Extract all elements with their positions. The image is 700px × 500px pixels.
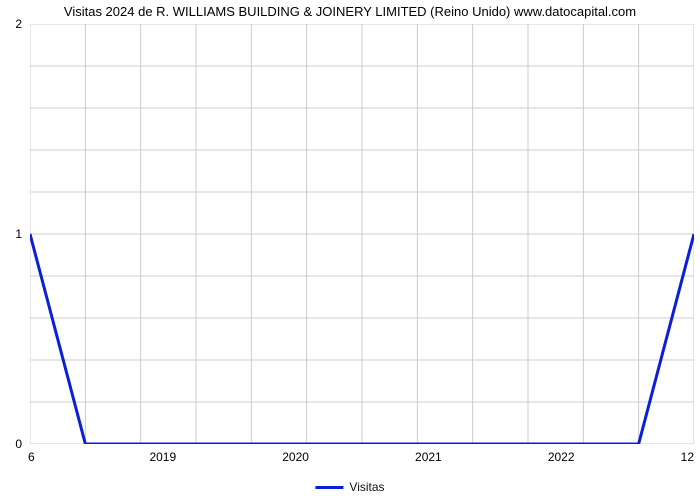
y-tick-label: 1 [15,227,22,241]
x-tick-label: 2022 [548,450,575,464]
x-tick-label: 2021 [415,450,442,464]
x-tick-label: 2019 [149,450,176,464]
y-tick-label: 2 [15,17,22,31]
y-axis-labels: 012 [0,24,26,444]
legend-swatch [315,486,343,489]
legend: Visitas [315,480,384,494]
chart-title: Visitas 2024 de R. WILLIAMS BUILDING & J… [64,4,636,19]
chart-plot [30,24,694,444]
y-tick-label: 0 [15,437,22,451]
x-axis-labels: 2019 2020 2021 2022 [30,450,694,466]
legend-label: Visitas [349,480,384,494]
x-axis-left-corner-label: 6 [28,450,35,464]
x-axis-right-corner-label: 12 [681,450,694,464]
x-tick-label: 2020 [282,450,309,464]
